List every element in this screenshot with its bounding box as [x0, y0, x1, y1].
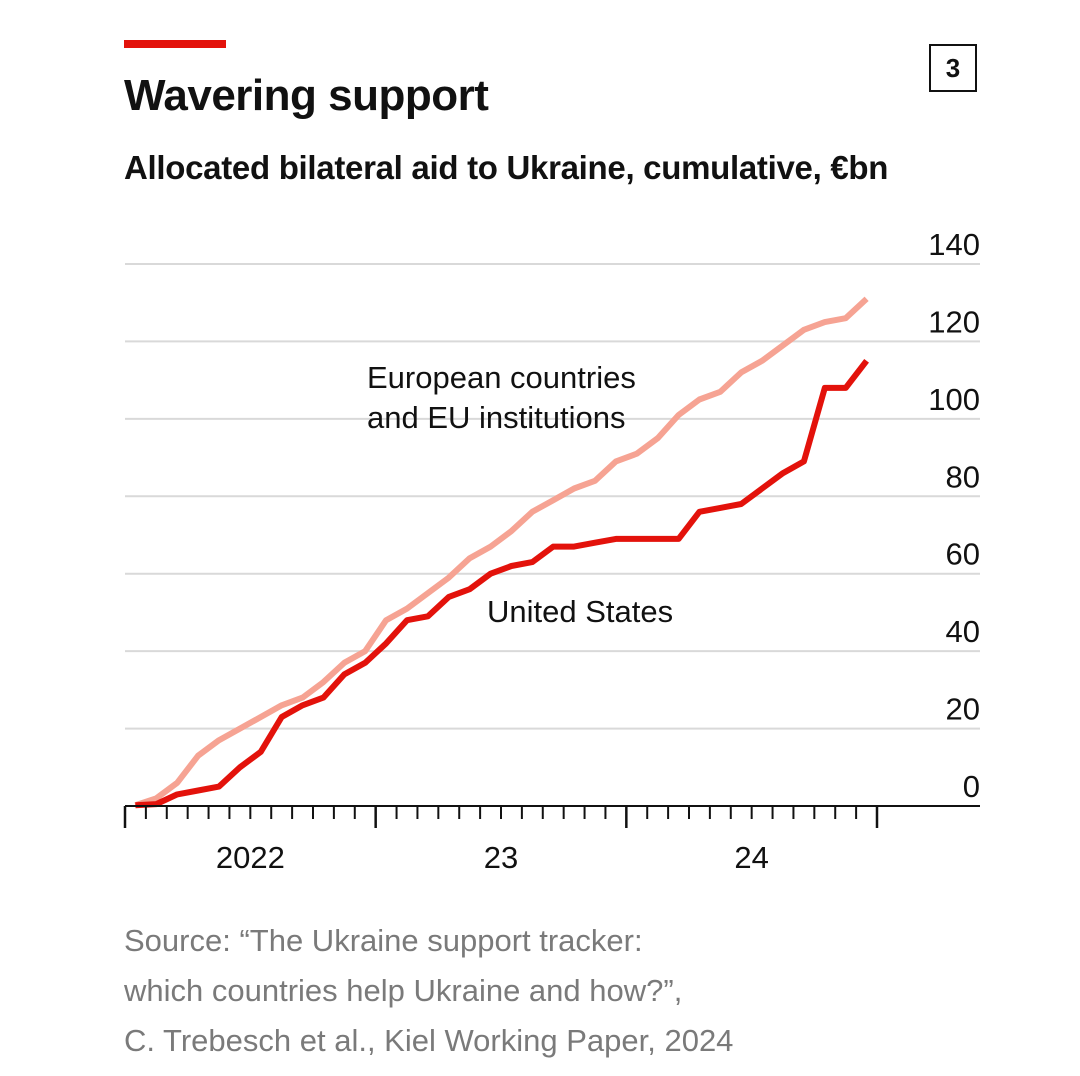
- source-note: Source: “The Ukraine support tracker: wh…: [124, 916, 733, 1066]
- accent-bar: [124, 40, 226, 48]
- y-tick-label: 80: [946, 459, 980, 494]
- x-tick-label: 23: [484, 840, 518, 875]
- chart-title: Wavering support: [124, 71, 489, 120]
- y-tick-label: 40: [946, 614, 980, 649]
- y-tick-label: 60: [946, 537, 980, 572]
- chart-number-badge: 3: [929, 44, 977, 92]
- y-tick-label: 100: [928, 382, 980, 417]
- x-tick-label: 2022: [216, 840, 285, 875]
- y-tick-label: 20: [946, 692, 980, 727]
- series-label-europe: and EU institutions: [367, 400, 625, 435]
- y-tick-label: 120: [928, 304, 980, 339]
- x-tick-label: 24: [734, 840, 768, 875]
- chart-subtitle: Allocated bilateral aid to Ukraine, cumu…: [124, 149, 889, 186]
- series-label-europe: European countries: [367, 360, 636, 395]
- y-tick-label: 0: [963, 769, 980, 804]
- series-line-united-states: [135, 358, 869, 809]
- series-label-united-states: United States: [487, 594, 673, 629]
- y-tick-label: 140: [928, 227, 980, 262]
- source-line: Source: “The Ukraine support tracker:: [124, 923, 643, 958]
- series-line-europe: [134, 296, 869, 809]
- source-line: which countries help Ukraine and how?”,: [124, 973, 683, 1008]
- source-line: C. Trebesch et al., Kiel Working Paper, …: [124, 1023, 734, 1058]
